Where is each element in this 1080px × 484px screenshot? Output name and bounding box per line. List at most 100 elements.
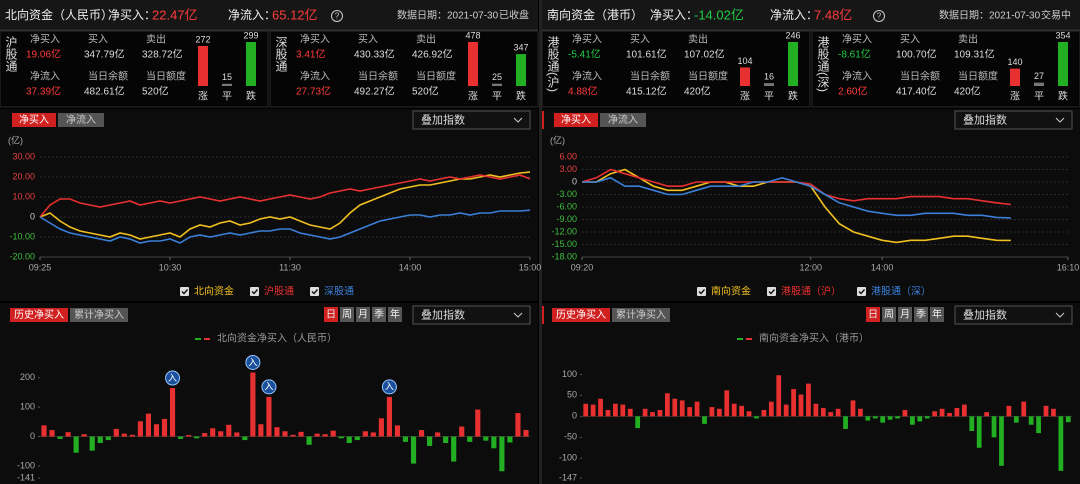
dropdown[interactable] [412, 110, 531, 130]
period-button[interactable] [882, 307, 896, 322]
period-label[interactable]: 季 [374, 309, 384, 321]
breadth-count: 140 [1007, 57, 1022, 67]
period-label[interactable]: 日 [326, 310, 336, 321]
stat-label: 买入 [88, 34, 108, 46]
period-label[interactable]: 周 [342, 309, 352, 321]
tab-label[interactable]: 累计净买入 [616, 308, 666, 321]
annotation-marker[interactable] [261, 379, 277, 395]
y-tick-label: 0 [572, 176, 577, 186]
bar [657, 410, 663, 417]
period-label[interactable]: 周 [884, 309, 894, 321]
stat-label: 当日余额 [88, 70, 128, 83]
dropdown[interactable] [954, 110, 1073, 130]
period-button[interactable] [356, 307, 370, 322]
tab-label[interactable]: 历史净买入 [14, 308, 64, 321]
breadth-count: 25 [492, 72, 502, 82]
dropdown-label[interactable]: 叠加指数 [963, 112, 1007, 126]
bar [81, 434, 87, 437]
tab[interactable] [612, 308, 670, 322]
stat-value: 109.31亿 [954, 48, 995, 61]
period-label[interactable]: 季 [916, 309, 926, 321]
period-button[interactable] [324, 307, 338, 322]
dropdown-arrow[interactable] [513, 312, 523, 318]
bar [1051, 408, 1056, 417]
period-label[interactable]: 月 [358, 309, 368, 321]
dropdown-label[interactable]: 叠加指数 [421, 307, 465, 321]
legend-check[interactable] [181, 289, 189, 295]
breadth-label: 涨 [1010, 91, 1020, 103]
legend-checkbox[interactable] [767, 287, 776, 296]
annotation-text[interactable]: 入 [248, 357, 257, 367]
tab[interactable] [554, 113, 598, 127]
tab-label[interactable]: 净流入 [66, 113, 96, 126]
legend-checkbox[interactable] [180, 287, 189, 296]
tab[interactable] [600, 113, 646, 127]
tab-label[interactable]: 净买入 [19, 113, 49, 126]
legend-label[interactable]: 港股通（沪） [781, 285, 841, 298]
bar [798, 394, 804, 417]
annotation-marker[interactable] [381, 379, 397, 395]
help-icon[interactable] [331, 10, 343, 22]
bar [665, 393, 670, 417]
tab-label[interactable]: 净流入 [608, 113, 638, 126]
legend-check[interactable] [311, 289, 319, 295]
tab[interactable] [70, 308, 128, 322]
legend-checkbox[interactable] [250, 287, 259, 296]
dropdown-label[interactable]: 叠加指数 [963, 307, 1007, 321]
period-button[interactable] [388, 307, 402, 322]
legend-checkbox[interactable] [697, 287, 706, 296]
breadth-bar [788, 42, 798, 86]
bar [1043, 405, 1049, 417]
period-label[interactable]: 年 [932, 308, 942, 321]
period-label[interactable]: 月 [900, 309, 910, 321]
dropdown-arrow[interactable] [513, 117, 523, 123]
tab-label[interactable]: 累计净买入 [74, 308, 124, 321]
legend-label[interactable]: 北向资金 [194, 285, 234, 298]
legend-checkbox[interactable] [857, 287, 866, 296]
legend-check[interactable] [768, 289, 776, 295]
dropdown[interactable] [954, 305, 1073, 325]
period-label[interactable]: 日 [868, 310, 878, 321]
legend-check[interactable] [698, 289, 706, 295]
annotation-text[interactable]: 入 [385, 382, 394, 392]
legend-checkbox[interactable] [310, 287, 319, 296]
legend-check[interactable] [251, 289, 259, 295]
bar [776, 375, 782, 417]
period-label[interactable]: 年 [390, 308, 400, 321]
annotation-text[interactable]: 入 [168, 373, 177, 383]
legend-label[interactable]: 沪股通 [264, 285, 294, 298]
bar [354, 436, 360, 441]
y-tick-label: 100 [20, 402, 35, 412]
tab[interactable] [12, 113, 56, 127]
tab-label[interactable]: 净买入 [561, 113, 591, 126]
board-panel [811, 30, 1080, 108]
legend-check[interactable] [858, 289, 866, 295]
bar [828, 412, 834, 417]
dropdown[interactable] [412, 305, 531, 325]
annotation-marker[interactable] [165, 370, 181, 386]
legend-label[interactable]: 南向资金 [711, 285, 751, 298]
tab-label[interactable]: 历史净买入 [556, 308, 606, 321]
tab[interactable] [552, 308, 610, 322]
tab[interactable] [58, 113, 104, 127]
legend-label[interactable]: 港股通（深） [871, 286, 931, 298]
period-button[interactable] [898, 307, 912, 322]
legend-label[interactable]: 深股通 [324, 286, 354, 298]
tab[interactable] [10, 308, 68, 322]
period-button[interactable] [930, 307, 944, 322]
dropdown-arrow[interactable] [1055, 312, 1065, 318]
dropdown-arrow[interactable] [1055, 117, 1065, 123]
annotation-text[interactable]: 入 [264, 382, 273, 392]
help-icon-text[interactable]: ? [335, 12, 340, 21]
period-button[interactable] [372, 307, 386, 322]
bar [613, 403, 618, 417]
stat-label: 买入 [900, 34, 920, 46]
annotation-marker[interactable] [245, 354, 261, 370]
period-button[interactable] [340, 307, 354, 322]
help-icon-text[interactable]: ? [877, 12, 882, 21]
dropdown-label[interactable]: 叠加指数 [421, 112, 465, 126]
help-icon[interactable] [873, 10, 885, 22]
period-button[interactable] [914, 307, 928, 322]
period-button[interactable] [866, 307, 880, 322]
y-tick-label: -6.00 [556, 201, 577, 211]
